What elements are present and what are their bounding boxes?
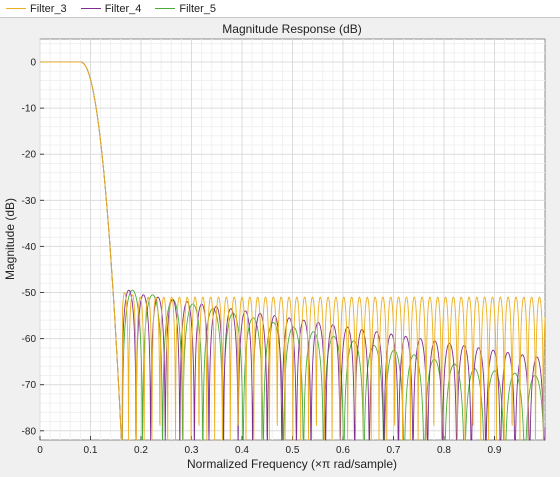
y-tick-label: -80 [22, 426, 37, 437]
chart-title: Magnitude Response (dB) [222, 22, 361, 36]
legend-item-filter-4[interactable]: Filter_4 [80, 2, 142, 15]
y-tick-label: 0 [30, 58, 36, 69]
y-tick-label: -30 [22, 196, 37, 207]
x-tick-label: 0.1 [84, 445, 98, 456]
y-tick-label: -20 [22, 150, 37, 161]
series-filter-4 [39, 61, 546, 441]
y-tick-label: -40 [22, 242, 37, 253]
y-tick-label: -60 [22, 334, 37, 345]
x-tick-label: 0.6 [336, 445, 350, 456]
x-tick-label: 0.5 [286, 445, 300, 456]
legend-swatch-filter-4 [80, 8, 101, 9]
legend-label-filter-5: Filter_5 [179, 2, 217, 15]
grid [39, 39, 545, 440]
x-tick-label: 0.8 [437, 445, 451, 456]
legend-item-filter-5[interactable]: Filter_5 [155, 3, 216, 15]
y-axis-label: Magnitude (dB) [3, 198, 17, 280]
x-tick-label: 0 [37, 445, 43, 456]
legend-label-filter-3: Filter_3 [30, 2, 67, 15]
x-tick-label: 0.9 [488, 445, 502, 456]
legend-swatch-filter-3 [6, 8, 26, 9]
y-tick-label: -10 [22, 104, 37, 115]
legend: Filter_3 Filter_4 Filter_5 [0, 0, 560, 18]
x-tick-label: 0.7 [387, 445, 401, 456]
x-tick-label: 0.2 [134, 445, 148, 456]
series-filter-3 [39, 61, 546, 441]
series-layer [39, 61, 546, 441]
x-tick-label: 0.4 [235, 445, 249, 456]
axis-ticks: 0 0.1 0.2 0.3 0.4 0.5 0.6 0.7 0.8 0.9 0 -10 -20 -30 -4… [22, 58, 502, 456]
legend-swatch-filter-5 [155, 8, 176, 9]
legend-item-filter-3[interactable]: Filter_3 [6, 3, 67, 15]
y-tick-label: -50 [22, 288, 37, 299]
x-tick-label: 0.3 [185, 445, 199, 456]
x-axis-label: Normalized Frequency (×π rad/sample) [187, 457, 397, 471]
y-tick-label: -70 [22, 380, 37, 391]
legend-label-filter-4: Filter_4 [104, 2, 142, 15]
magnitude-response-chart: Magnitude Response (dB) 0 0.1 0.2 0.3 0.4 0.5… [3, 22, 546, 471]
